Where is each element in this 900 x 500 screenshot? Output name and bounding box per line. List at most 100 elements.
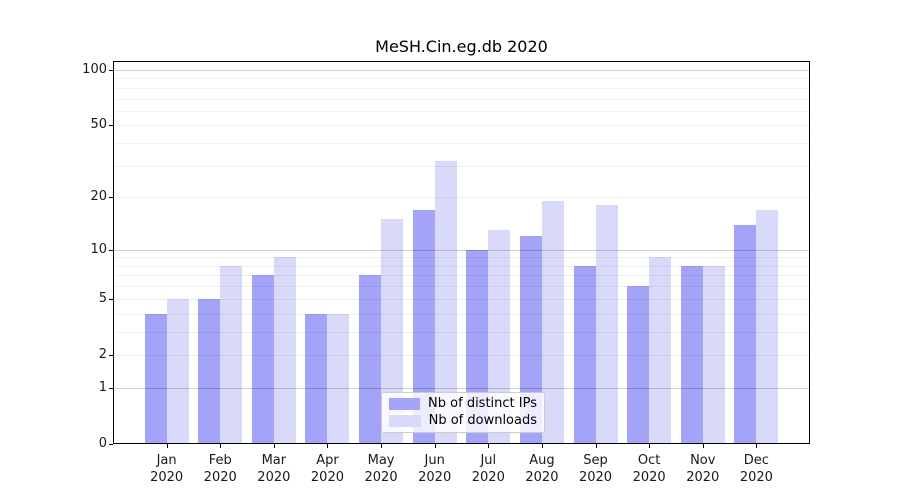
bar-distinct-ips (412, 209, 435, 444)
bar-distinct-ips (144, 313, 167, 444)
x-tick-month: Jul (480, 453, 497, 468)
x-tick-month: Sep (583, 453, 608, 468)
minor-gridline (114, 143, 809, 145)
x-tick-label: Oct 2020 (619, 452, 679, 486)
bar-distinct-ips (680, 265, 703, 444)
x-tick-label: Jun 2020 (405, 452, 465, 486)
chart-title: MeSH.Cin.eg.db 2020 (375, 37, 548, 56)
x-tick (488, 444, 490, 448)
x-tick-year: 2020 (257, 470, 291, 485)
x-tick-year: 2020 (310, 470, 344, 485)
x-tick-month: Dec (743, 453, 769, 468)
x-tick-year: 2020 (739, 470, 773, 485)
x-tick (649, 444, 651, 448)
legend-label-downloads: Nb of downloads (428, 413, 537, 428)
bar-downloads (649, 257, 672, 444)
bar-distinct-ips (305, 313, 328, 444)
x-tick-label: May 2020 (351, 452, 411, 486)
x-tick-label: Dec 2020 (726, 452, 786, 486)
x-tick-month: Mar (261, 453, 287, 468)
legend-item-downloads: Nb of downloads (389, 414, 537, 428)
bar-downloads (488, 230, 511, 444)
x-tick-label: Apr 2020 (297, 452, 357, 486)
x-tick-label: Mar 2020 (244, 452, 304, 486)
y-tick-label: 10 (90, 241, 107, 257)
x-tick (166, 444, 168, 448)
bar-downloads (702, 265, 725, 444)
minor-gridline (114, 265, 809, 267)
y-tick (109, 444, 113, 445)
x-tick-year: 2020 (150, 470, 184, 485)
legend-swatch-downloads-icon (389, 415, 421, 427)
minor-gridline (114, 298, 809, 300)
minor-gridline (114, 78, 809, 80)
minor-gridline (114, 197, 809, 199)
bar-downloads (273, 257, 296, 444)
x-tick-month: Jun (424, 453, 445, 468)
x-tick-year: 2020 (632, 470, 666, 485)
major-gridline (114, 387, 809, 389)
x-tick-month: May (367, 453, 395, 468)
minor-gridline (114, 275, 809, 277)
x-tick-label: Nov 2020 (673, 452, 733, 486)
bar-distinct-ips (359, 275, 382, 444)
minor-gridline (114, 313, 809, 315)
bar-distinct-ips (627, 286, 650, 444)
y-tick (109, 354, 113, 356)
x-tick-month: Aug (529, 453, 555, 468)
x-tick-year: 2020 (203, 470, 237, 485)
x-tick (434, 444, 436, 448)
x-tick-year: 2020 (418, 470, 452, 485)
x-tick (220, 444, 222, 448)
y-tick-label: 50 (90, 117, 107, 133)
x-tick-month: Feb (208, 453, 232, 468)
x-tick (595, 444, 597, 448)
legend-label-distinct-ips: Nb of distinct IPs (428, 396, 537, 411)
x-tick-label: Jan 2020 (137, 452, 197, 486)
bar-distinct-ips (198, 298, 221, 444)
x-tick-month: Oct (637, 453, 661, 468)
x-tick-label: Sep 2020 (566, 452, 626, 486)
minor-gridline (114, 110, 809, 112)
major-gridline (114, 249, 809, 251)
bar-downloads (541, 201, 564, 444)
y-tick (109, 298, 113, 300)
bar-downloads (166, 298, 189, 444)
x-tick-label: Jul 2020 (458, 452, 518, 486)
y-tick (109, 249, 113, 251)
y-tick-label: 0 (98, 436, 107, 451)
x-tick-year: 2020 (525, 470, 559, 485)
x-tick-year: 2020 (471, 470, 505, 485)
bar-downloads (434, 160, 457, 444)
bar-distinct-ips (573, 265, 596, 444)
y-tick (109, 70, 113, 71)
x-tick-year: 2020 (686, 470, 720, 485)
x-tick (273, 444, 275, 448)
x-tick (327, 444, 329, 448)
minor-gridline (114, 87, 809, 89)
x-tick-label: Feb 2020 (190, 452, 250, 486)
y-tick (109, 125, 113, 127)
y-tick (109, 387, 113, 389)
x-tick-label: Aug 2020 (512, 452, 572, 486)
bar-downloads (381, 219, 404, 444)
minor-gridline (114, 286, 809, 288)
y-tick-label: 1 (98, 379, 107, 395)
bar-downloads (220, 265, 243, 444)
x-tick (541, 444, 543, 448)
bar-downloads (756, 209, 779, 444)
x-tick-month: Jan (156, 453, 177, 468)
x-tick-month: Apr (316, 453, 339, 468)
y-tick-label: 5 (98, 290, 107, 306)
minor-gridline (114, 257, 809, 259)
x-tick-year: 2020 (578, 470, 613, 485)
y-tick-label: 20 (90, 189, 107, 205)
legend-swatch-distinct-ips-icon (389, 398, 421, 410)
x-tick (756, 444, 758, 448)
x-tick-year: 2020 (364, 470, 398, 485)
minor-gridline (114, 98, 809, 100)
minor-gridline (114, 331, 809, 333)
bar-distinct-ips (734, 224, 757, 444)
legend-item-distinct-ips: Nb of distinct IPs (389, 397, 537, 411)
